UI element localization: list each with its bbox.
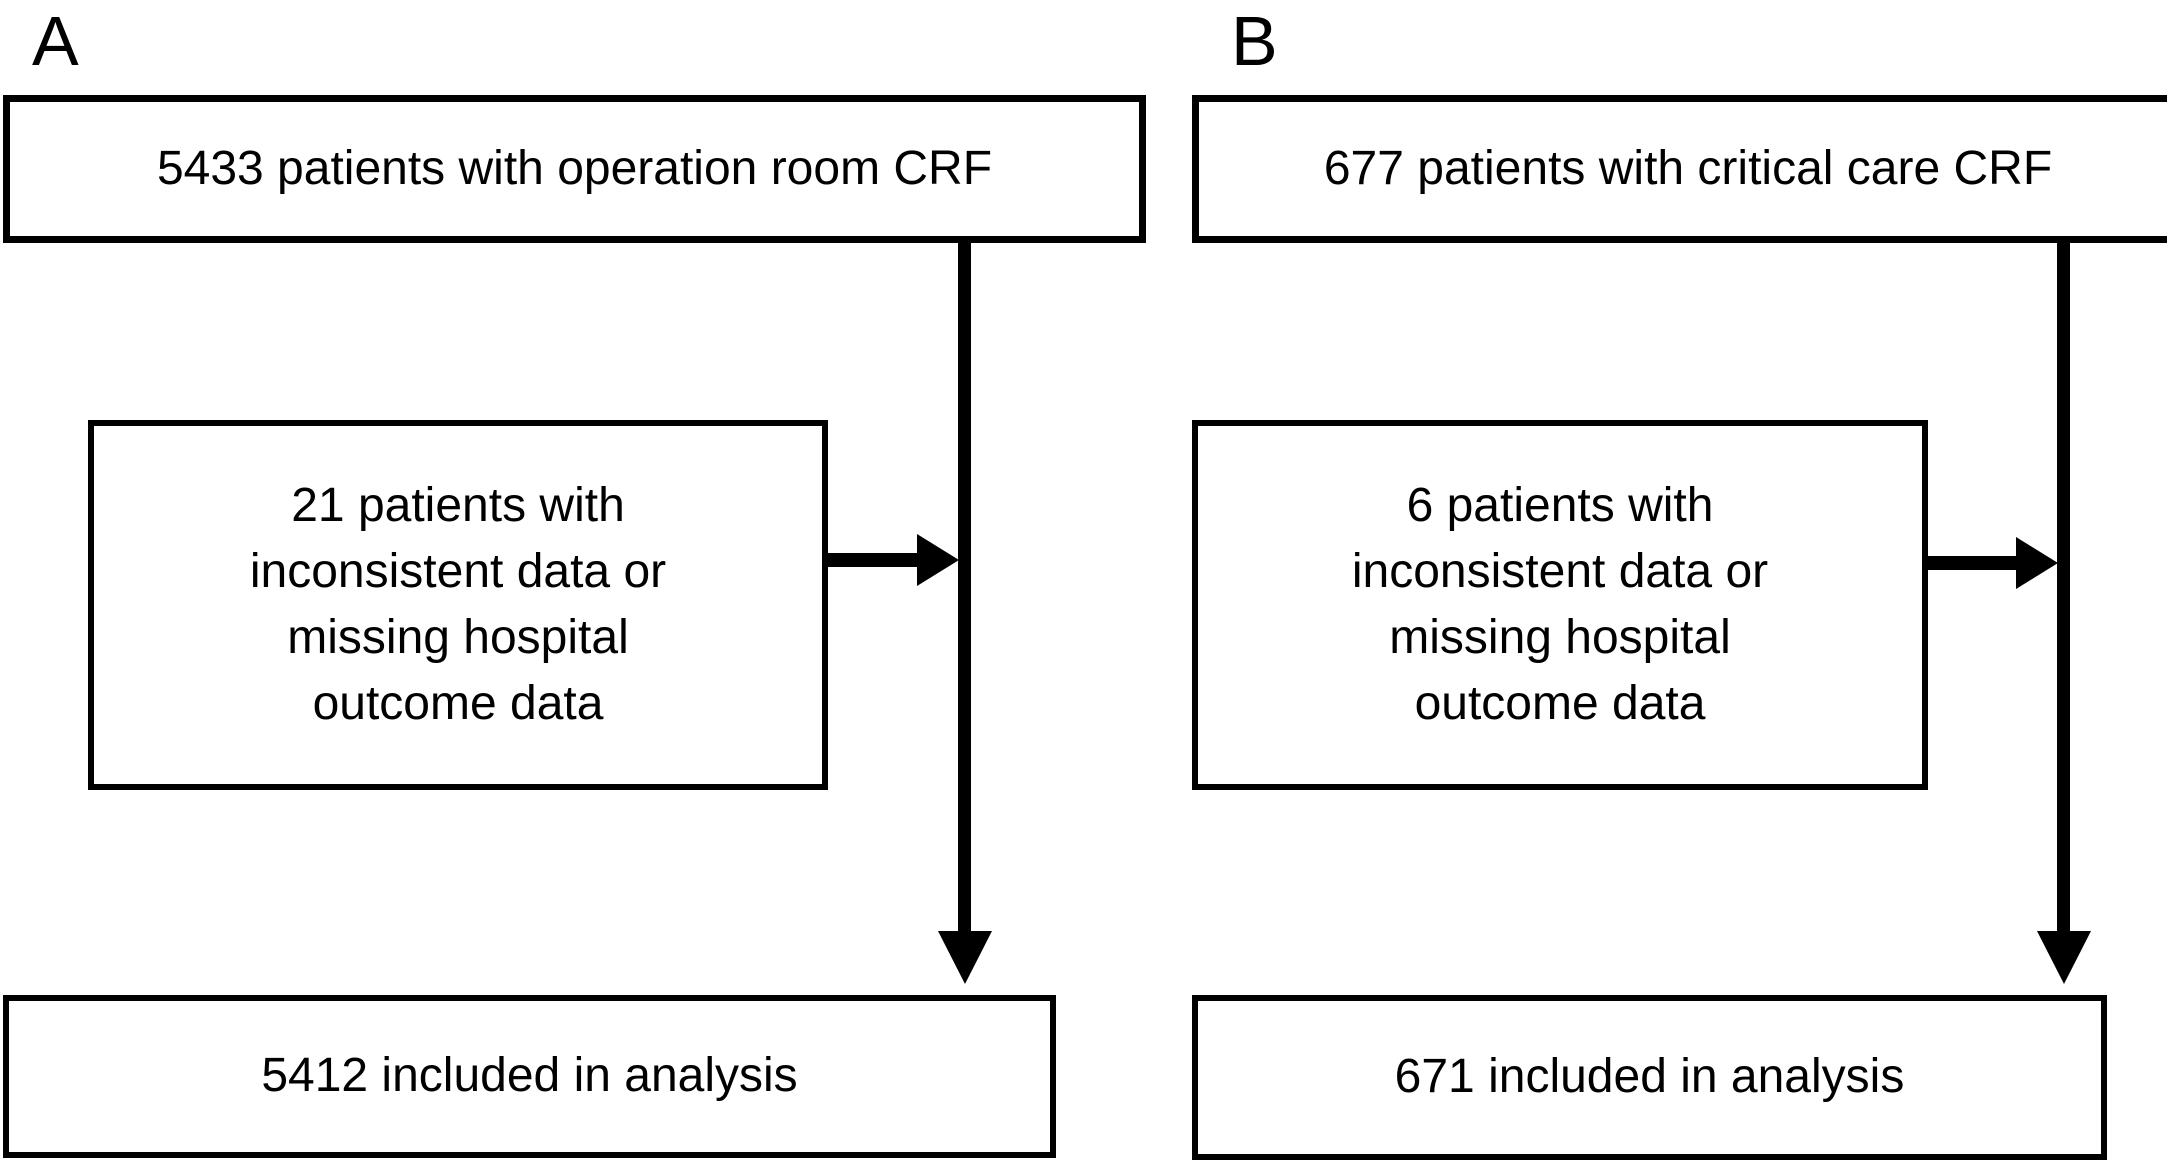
panel-a-exclusion-box: 21 patients with inconsistent data or mi… [88,420,828,790]
panel-a-vertical-flow-line [958,240,971,933]
panel-b-label: B [1231,2,1278,80]
panel-b-arrowhead-right-icon [2016,537,2058,589]
panel-b-source-text: 677 patients with critical care CRF [1323,141,2053,195]
panel-a-result-box: 5412 included in analysis [3,995,1056,1158]
panel-a-source-box: 5433 patients with operation room CRF [3,95,1146,243]
panel-b-exclusion-text: 6 patients with inconsistent data or mis… [1351,478,1769,731]
panel-a-source-text: 5433 patients with operation room CRF [156,141,993,195]
panel-b-result-text: 671 included in analysis [1394,1050,1905,1104]
panel-a-arrowhead-down-icon [938,931,992,984]
panel-a-result-text: 5412 included in analysis [261,1049,798,1103]
panel-a-exclusion-text: 21 patients with inconsistent data or mi… [249,478,667,731]
panel-a-arrowhead-right-icon [917,534,959,586]
panel-a-label: A [32,2,79,80]
panel-b-result-box: 671 included in analysis [1192,995,2107,1160]
panel-b-source-box: 677 patients with critical care CRF [1192,95,2167,243]
panel-a-exclusion-flow-line [824,553,920,567]
panel-b-arrowhead-down-icon [2037,931,2091,984]
panel-b-vertical-flow-line [2057,240,2070,933]
panel-b-exclusion-flow-line [1925,556,2020,570]
panel-b-exclusion-box: 6 patients with inconsistent data or mis… [1192,420,1928,790]
